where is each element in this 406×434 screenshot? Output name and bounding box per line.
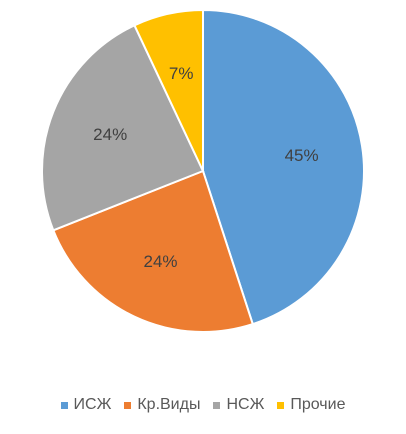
legend-swatch-kr-vidy	[124, 401, 132, 409]
legend-item-isj: ИСЖ	[60, 396, 112, 414]
data-label-kr-vidy: 24%	[143, 252, 177, 271]
legend-label-prochie: Прочие	[290, 396, 346, 413]
legend-item-kr-vidy: Кр.Виды	[124, 396, 200, 414]
legend-item-nsj: НСЖ	[213, 396, 264, 414]
legend-swatch-nsj	[213, 401, 221, 409]
legend-label-nsj: НСЖ	[226, 396, 265, 413]
data-label-isj: 45%	[285, 146, 319, 165]
data-label-prochie: 7%	[169, 64, 194, 83]
data-label-nsj: 24%	[93, 125, 127, 144]
legend-swatch-prochie	[277, 401, 285, 409]
legend-item-prochie: Прочие	[277, 396, 345, 414]
legend-swatch-isj	[60, 401, 68, 409]
pie-slice-nsj	[41, 23, 205, 232]
pie-slice-isj	[202, 8, 365, 326]
pie-slice-prochie	[133, 8, 204, 172]
chart-legend: ИСЖ Кр.Виды НСЖ Прочие	[0, 396, 406, 414]
legend-label-kr-vidy: Кр.Виды	[137, 396, 201, 413]
legend-label-isj: ИСЖ	[73, 396, 112, 413]
